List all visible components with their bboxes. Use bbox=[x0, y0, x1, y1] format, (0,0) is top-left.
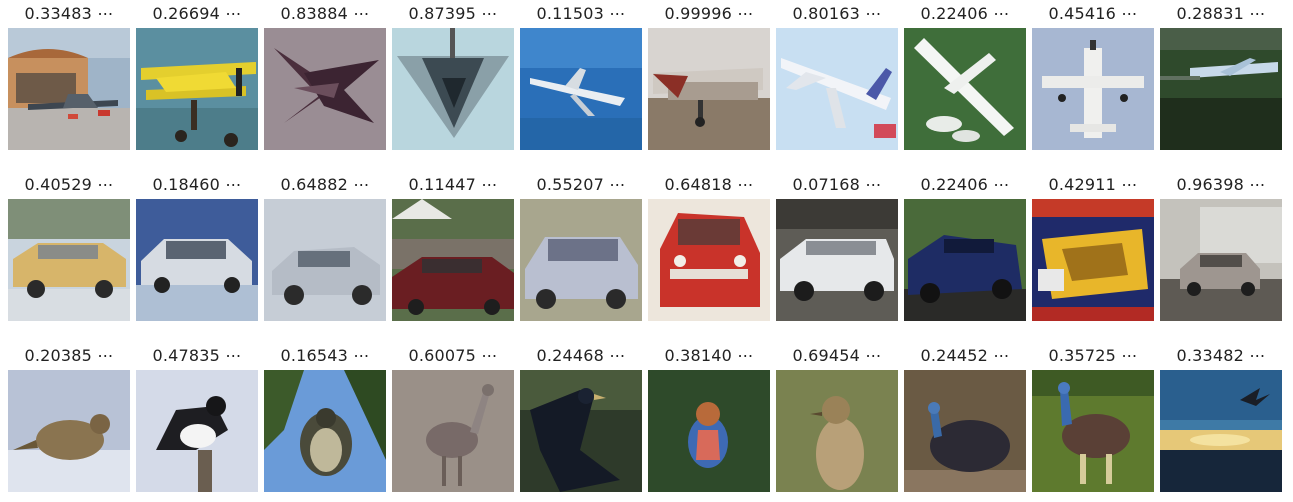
score-label: 0.26694 ⋯ bbox=[152, 4, 242, 23]
grid-cell: 0.24452 ⋯ bbox=[904, 342, 1026, 502]
score-label: 0.07168 ⋯ bbox=[792, 175, 882, 194]
score-label: 0.11447 ⋯ bbox=[408, 175, 498, 194]
silver-coupe-photo bbox=[264, 199, 386, 321]
score-label: 0.22406 ⋯ bbox=[920, 4, 1010, 23]
cassowary-photo bbox=[904, 370, 1026, 492]
silver-wagon-photo bbox=[520, 199, 642, 321]
grid-cell: 0.40529 ⋯ bbox=[8, 171, 130, 331]
white-convertible-photo bbox=[776, 199, 898, 321]
grid-cell: 0.64818 ⋯ bbox=[648, 171, 770, 331]
score-label: 0.96398 ⋯ bbox=[1176, 175, 1266, 194]
grid-cell: 0.99996 ⋯ bbox=[648, 0, 770, 160]
score-label: 0.18460 ⋯ bbox=[152, 175, 242, 194]
grid-cell: 0.55207 ⋯ bbox=[520, 171, 642, 331]
dark-bird-photo bbox=[520, 370, 642, 492]
score-label: 0.38140 ⋯ bbox=[664, 346, 754, 365]
stealth-jet-photo bbox=[392, 28, 514, 150]
jet-top-view-photo bbox=[264, 28, 386, 150]
score-label: 0.28831 ⋯ bbox=[1176, 4, 1266, 23]
white-jet-photo bbox=[776, 28, 898, 150]
yellow-car-photo bbox=[8, 199, 130, 321]
score-label: 0.35725 ⋯ bbox=[1048, 346, 1138, 365]
score-label: 0.45416 ⋯ bbox=[1048, 4, 1138, 23]
airplane-hangar-photo bbox=[8, 28, 130, 150]
grid-cell: 0.47835 ⋯ bbox=[136, 342, 258, 502]
ostrich-photo bbox=[392, 370, 514, 492]
grid-cell: 0.18460 ⋯ bbox=[136, 171, 258, 331]
plane-on-ground-photo bbox=[648, 28, 770, 150]
colorful-bird-photo bbox=[648, 370, 770, 492]
score-label: 0.55207 ⋯ bbox=[536, 175, 626, 194]
silver-sedan-photo bbox=[136, 199, 258, 321]
score-label: 0.64882 ⋯ bbox=[280, 175, 370, 194]
score-label: 0.80163 ⋯ bbox=[792, 4, 882, 23]
red-mini-photo bbox=[648, 199, 770, 321]
cassowary-grass-photo bbox=[1032, 370, 1154, 492]
truck-and-car-photo bbox=[1160, 199, 1282, 321]
seaplane-photo bbox=[904, 28, 1026, 150]
score-label: 0.83884 ⋯ bbox=[280, 4, 370, 23]
score-label: 0.99996 ⋯ bbox=[664, 4, 754, 23]
grid-cell: 0.33483 ⋯ bbox=[8, 0, 130, 160]
score-label: 0.24452 ⋯ bbox=[920, 346, 1010, 365]
score-label: 0.20385 ⋯ bbox=[24, 346, 114, 365]
grid-cell: 0.20385 ⋯ bbox=[8, 342, 130, 502]
grid-cell: 0.33482 ⋯ bbox=[1160, 342, 1282, 502]
score-label: 0.87395 ⋯ bbox=[408, 4, 498, 23]
score-label: 0.69454 ⋯ bbox=[792, 346, 882, 365]
grid-cell: 0.22406 ⋯ bbox=[904, 171, 1026, 331]
grid-cell: 0.11503 ⋯ bbox=[520, 0, 642, 160]
score-label: 0.47835 ⋯ bbox=[152, 346, 242, 365]
magazine-cover-car-photo bbox=[1032, 199, 1154, 321]
plane-landing-photo bbox=[1160, 28, 1282, 150]
grid-cell: 0.38140 ⋯ bbox=[648, 342, 770, 502]
grid-cell: 0.28831 ⋯ bbox=[1160, 0, 1282, 160]
blue-convertible-photo bbox=[904, 199, 1026, 321]
grid-cell: 0.42911 ⋯ bbox=[1032, 171, 1154, 331]
score-label: 0.60075 ⋯ bbox=[408, 346, 498, 365]
grid-cell: 0.26694 ⋯ bbox=[136, 0, 258, 160]
score-label: 0.11503 ⋯ bbox=[536, 4, 626, 23]
propeller-plane-photo bbox=[1032, 28, 1154, 150]
grid-cell: 0.83884 ⋯ bbox=[264, 0, 386, 160]
grid-cell: 0.07168 ⋯ bbox=[776, 171, 898, 331]
grid-cell: 0.60075 ⋯ bbox=[392, 342, 514, 502]
grid-cell: 0.69454 ⋯ bbox=[776, 342, 898, 502]
score-label: 0.40529 ⋯ bbox=[24, 175, 114, 194]
grid-cell: 0.80163 ⋯ bbox=[776, 0, 898, 160]
score-label: 0.42911 ⋯ bbox=[1048, 175, 1138, 194]
grid-cell: 0.22406 ⋯ bbox=[904, 0, 1026, 160]
score-label: 0.33483 ⋯ bbox=[24, 4, 114, 23]
grid-cell: 0.11447 ⋯ bbox=[392, 171, 514, 331]
grid-cell: 0.45416 ⋯ bbox=[1032, 0, 1154, 160]
yellow-biplane-photo bbox=[136, 28, 258, 150]
sparrow-photo bbox=[776, 370, 898, 492]
grid-cell: 0.24468 ⋯ bbox=[520, 342, 642, 502]
score-label: 0.33482 ⋯ bbox=[1176, 346, 1266, 365]
jet-in-blue-sky-photo bbox=[520, 28, 642, 150]
bird-in-tree-photo bbox=[264, 370, 386, 492]
bird-over-sunset-photo bbox=[1160, 370, 1282, 492]
image-score-grid: 0.33483 ⋯ 0.26694 ⋯ bbox=[8, 0, 1288, 502]
score-label: 0.22406 ⋯ bbox=[920, 175, 1010, 194]
grid-cell: 0.64882 ⋯ bbox=[264, 171, 386, 331]
bird-in-snow-photo bbox=[8, 370, 130, 492]
score-label: 0.24468 ⋯ bbox=[536, 346, 626, 365]
grid-cell: 0.35725 ⋯ bbox=[1032, 342, 1154, 502]
grid-cell: 0.87395 ⋯ bbox=[392, 0, 514, 160]
red-car-parking-photo bbox=[392, 199, 514, 321]
score-label: 0.64818 ⋯ bbox=[664, 175, 754, 194]
grid-cell: 0.96398 ⋯ bbox=[1160, 171, 1282, 331]
grid-cell: 0.16543 ⋯ bbox=[264, 342, 386, 502]
perched-bird-photo bbox=[136, 370, 258, 492]
score-label: 0.16543 ⋯ bbox=[280, 346, 370, 365]
